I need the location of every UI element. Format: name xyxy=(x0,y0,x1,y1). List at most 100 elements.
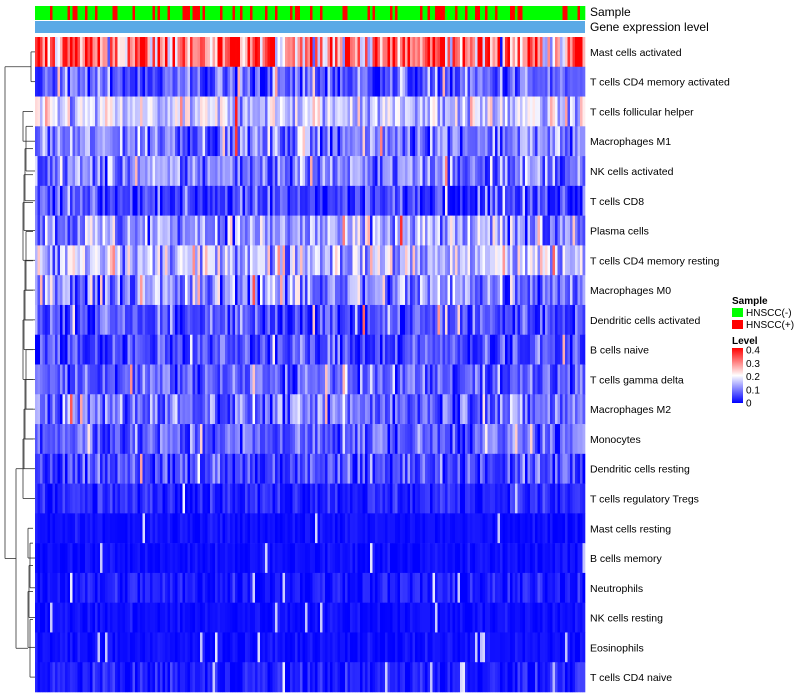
heatmap-cell xyxy=(85,304,88,336)
heatmap-cell xyxy=(65,483,68,514)
heatmap-cell xyxy=(500,215,503,246)
sample-annotation-cell xyxy=(577,6,581,20)
heatmap-cell xyxy=(397,37,401,68)
heatmap-cell xyxy=(112,37,116,68)
heatmap-cell xyxy=(100,572,103,603)
heatmap-cell xyxy=(135,96,138,127)
heatmap-cell xyxy=(80,245,83,276)
heatmap-cell xyxy=(267,96,271,127)
heatmap-cell xyxy=(382,424,386,455)
heatmap-cell xyxy=(472,37,476,68)
heatmap-cell xyxy=(340,364,343,395)
heatmap-cell xyxy=(317,632,321,663)
heatmap-cell xyxy=(487,453,491,484)
heatmap-cell xyxy=(555,304,558,336)
heatmap-cell xyxy=(232,424,236,455)
heatmap-cell xyxy=(472,96,476,127)
heatmap-cell xyxy=(87,364,91,395)
heatmap-cell xyxy=(497,96,501,127)
heatmap-cell xyxy=(352,215,356,246)
heatmap-cell xyxy=(410,156,413,187)
heatmap-cell xyxy=(435,126,438,157)
heatmap-cell xyxy=(517,66,521,97)
heatmap-cell xyxy=(95,37,98,68)
heatmap-cell xyxy=(420,215,423,246)
heatmap-cell xyxy=(247,513,251,544)
heatmap-cell xyxy=(417,632,421,663)
heatmap-cell xyxy=(57,424,61,455)
heatmap-cell xyxy=(255,662,258,693)
heatmap-cell xyxy=(520,96,523,127)
heatmap-cell xyxy=(470,602,473,633)
heatmap-cell xyxy=(467,66,471,97)
heatmap-cell xyxy=(422,394,426,425)
heatmap-cell xyxy=(337,453,341,484)
heatmap-cell xyxy=(482,304,486,336)
heatmap-cell xyxy=(202,572,206,603)
heatmap-cell xyxy=(237,602,241,633)
heatmap-cell xyxy=(547,632,551,663)
heatmap-cell xyxy=(90,662,93,693)
heatmap-cell xyxy=(547,304,551,336)
heatmap-cell xyxy=(470,364,473,395)
heatmap-cell xyxy=(330,543,333,574)
heatmap-cell xyxy=(387,572,391,603)
heatmap-cell xyxy=(167,632,171,663)
heatmap-cell xyxy=(62,602,66,633)
heatmap-cell xyxy=(322,453,326,484)
heatmap-cell xyxy=(177,275,181,306)
heatmap-cell xyxy=(52,185,56,216)
heatmap-cell xyxy=(475,215,478,246)
heatmap-cell xyxy=(370,424,373,455)
heatmap-cell xyxy=(430,543,433,574)
heatmap-cell xyxy=(507,334,511,365)
heatmap-cell xyxy=(190,156,193,187)
heatmap-cell xyxy=(320,185,323,216)
heatmap-cell xyxy=(347,453,351,484)
sample-annotation-cell xyxy=(400,6,403,20)
heatmap-cell xyxy=(277,513,281,544)
heatmap-cell xyxy=(105,394,108,425)
heatmap-cell xyxy=(457,96,461,127)
heatmap-cell xyxy=(132,96,136,127)
heatmap-cell xyxy=(487,572,491,603)
heatmap-cell xyxy=(105,662,108,693)
heatmap-cell xyxy=(40,96,43,127)
heatmap-cell xyxy=(42,513,46,544)
heatmap-cell xyxy=(285,513,288,544)
heatmap-cell xyxy=(412,126,416,157)
heatmap-cell xyxy=(397,334,401,365)
heatmap-cell xyxy=(165,185,168,216)
heatmap-cell xyxy=(335,513,338,544)
heatmap-cell xyxy=(90,215,93,246)
heatmap-cell xyxy=(282,453,286,484)
heatmap-cell xyxy=(345,632,348,663)
heatmap-cell xyxy=(505,602,508,633)
heatmap-cell xyxy=(510,156,513,187)
heatmap-cell xyxy=(72,215,76,246)
heatmap-cell xyxy=(577,632,581,663)
heatmap-cell xyxy=(92,126,96,157)
heatmap-cell xyxy=(42,215,46,246)
heatmap-cell xyxy=(285,483,288,514)
heatmap-cell xyxy=(465,334,468,365)
heatmap-cell xyxy=(440,185,443,216)
heatmap-cell xyxy=(302,66,306,97)
heatmap-cell xyxy=(135,424,138,455)
heatmap-cell xyxy=(212,632,216,663)
heatmap-cell xyxy=(467,364,471,395)
heatmap-cell xyxy=(447,156,451,187)
heatmap-cell xyxy=(505,424,508,455)
heatmap-cell xyxy=(50,334,53,365)
heatmap-cell xyxy=(495,96,498,127)
heatmap-cell xyxy=(310,334,313,365)
heatmap-cell xyxy=(335,394,338,425)
heatmap-cell xyxy=(217,364,221,395)
heatmap-cell xyxy=(580,215,583,246)
heatmap-cell xyxy=(362,215,366,246)
heatmap-cell xyxy=(152,572,156,603)
heatmap-cell xyxy=(50,453,53,484)
heatmap-cell xyxy=(130,483,133,514)
heatmap-cell xyxy=(542,66,546,97)
heatmap-cell xyxy=(547,483,551,514)
